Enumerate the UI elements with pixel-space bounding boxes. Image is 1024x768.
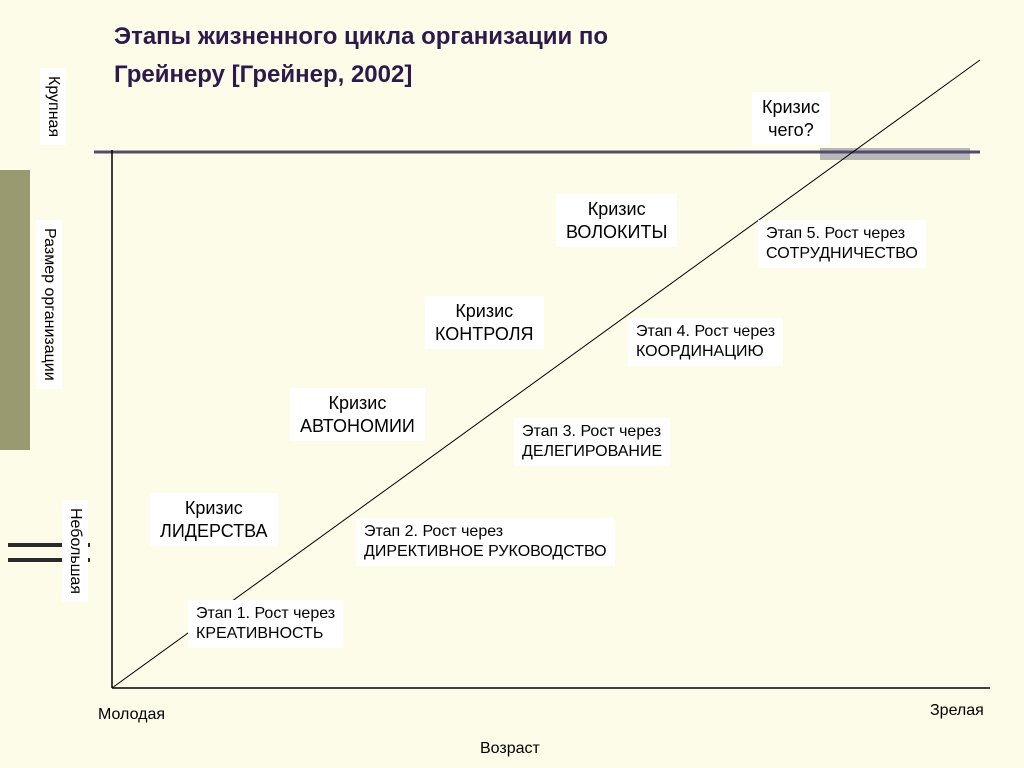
stage-label-5: Этап 5. Рост через СОТРУДНИЧЕСТВО: [758, 220, 926, 268]
crisis-l2: АВТОНОМИИ: [300, 416, 415, 436]
stage-l1: Этап 4. Рост через: [636, 323, 775, 340]
stage-label-4: Этап 4. Рост через КООРДИНАЦИЮ: [628, 318, 783, 366]
crisis-l2: ВОЛОКИТЫ: [566, 222, 667, 242]
crisis-label-4: Кризис ВОЛОКИТЫ: [556, 194, 677, 247]
y-axis-bottom-label: Небольшая: [62, 500, 88, 602]
crisis-l1: Кризис: [762, 97, 820, 117]
stage-label-1: Этап 1. Рост через КРЕАТИВНОСТЬ: [188, 600, 343, 648]
stage-l1: Этап 3. Рост через: [522, 423, 661, 440]
stage-l2: КРЕАТИВНОСТЬ: [196, 625, 323, 642]
chart-title: Этапы жизненного цикла организации по Гр…: [114, 18, 608, 95]
x-axis-right-label: Зрелая: [930, 702, 984, 720]
stage-label-2: Этап 2. Рост через ДИРЕКТИВНОЕ РУКОВОДСТВ…: [356, 518, 615, 566]
y-axis-top-label: Крупная: [40, 68, 66, 145]
crisis-l2: КОНТРОЛЯ: [435, 324, 534, 344]
crisis-l2: чего?: [768, 120, 814, 140]
crisis-label-1: Кризис ЛИДЕРСТВА: [150, 493, 278, 546]
stage-l1: Этап 2. Рост через: [364, 523, 503, 540]
stage-l2: СОТРУДНИЧЕСТВО: [766, 245, 918, 262]
y-axis-label: Размер организации: [36, 220, 62, 389]
chart-background: [0, 0, 1024, 768]
crisis-l1: Кризис: [455, 301, 513, 321]
crisis-label-5: Кризис чего?: [752, 92, 830, 145]
side-accent-block: [0, 170, 30, 450]
stage-label-3: Этап 3. Рост через ДЕЛЕГИРОВАНИЕ: [514, 418, 670, 466]
x-axis-left-label: Молодая: [98, 706, 165, 724]
crisis-label-3: Кризис КОНТРОЛЯ: [425, 296, 544, 349]
stage-l2: ДЕЛЕГИРОВАНИЕ: [522, 443, 662, 460]
stage-l2: ДИРЕКТИВНОЕ РУКОВОДСТВО: [364, 543, 607, 560]
crisis-l1: Кризис: [329, 393, 387, 413]
stage-l1: Этап 5. Рост через: [766, 225, 905, 242]
x-axis-label: Возраст: [480, 740, 540, 758]
stage-l2: КООРДИНАЦИЮ: [636, 343, 764, 360]
title-line1: Этапы жизненного цикла организации по: [114, 23, 608, 50]
title-line2: Грейнеру [Грейнер, 2002]: [114, 61, 412, 88]
crisis-l2: ЛИДЕРСТВА: [160, 521, 268, 541]
stage-l1: Этап 1. Рост через: [196, 605, 335, 622]
crisis-label-2: Кризис АВТОНОМИИ: [290, 388, 425, 441]
crisis-l1: Кризис: [588, 199, 646, 219]
crisis-l1: Кризис: [185, 498, 243, 518]
